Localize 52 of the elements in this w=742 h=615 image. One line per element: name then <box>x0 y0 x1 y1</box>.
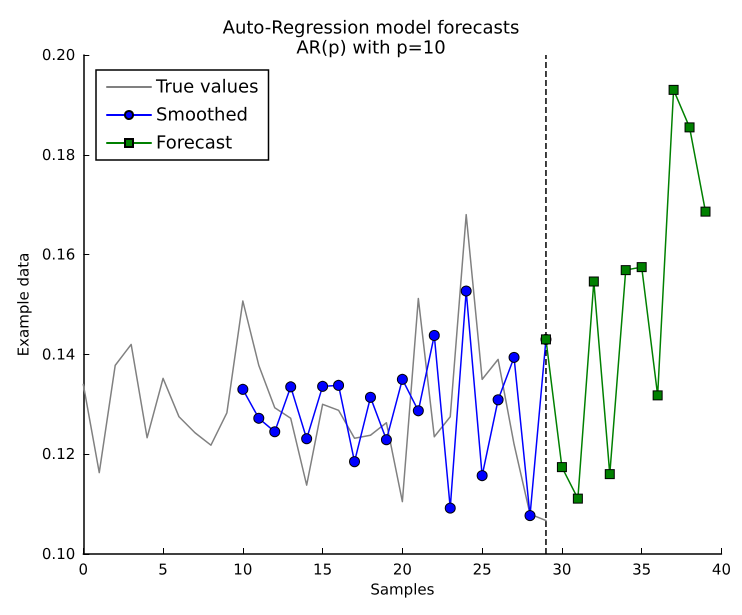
legend-label: True values <box>155 76 258 98</box>
point <box>237 384 248 395</box>
point <box>588 276 599 287</box>
x-tick-label: 0 <box>78 560 88 578</box>
y-tick-label: 0.10 <box>42 545 76 563</box>
point <box>636 262 647 272</box>
point <box>349 456 360 468</box>
point <box>620 265 631 276</box>
point <box>444 502 456 514</box>
point <box>364 392 376 403</box>
point <box>253 412 264 424</box>
point <box>428 330 440 341</box>
legend-label: Forecast <box>156 132 232 154</box>
x-tick-label: 5 <box>158 560 168 578</box>
chart-title: Auto-Regression model forecasts <box>222 18 520 38</box>
point <box>668 84 679 95</box>
point <box>412 405 424 416</box>
point <box>380 434 392 446</box>
x-tick-label: 20 <box>392 560 412 578</box>
point <box>524 510 536 522</box>
x-tick-label: 15 <box>313 560 332 578</box>
x-tick-label: 25 <box>472 560 492 578</box>
point <box>556 462 567 472</box>
point <box>476 470 488 482</box>
point <box>700 206 711 217</box>
point <box>684 122 695 132</box>
y-tick-label: 0.18 <box>42 146 76 164</box>
y-tick-label: 0.14 <box>42 345 76 364</box>
x-tick-label: 40 <box>712 560 732 578</box>
x-tick-label: 35 <box>632 560 652 578</box>
y-axis-title: Example data <box>14 252 32 356</box>
chart-subtitle: AR(p) with p=10 <box>296 38 446 58</box>
y-tick-label: 0.16 <box>42 246 76 264</box>
y-tick-label: 0.12 <box>42 445 76 464</box>
point <box>269 426 280 438</box>
point <box>285 381 296 392</box>
x-axis-title: Samples <box>370 580 435 598</box>
point <box>652 390 663 400</box>
y-tick-label: 0.20 <box>42 46 76 64</box>
point <box>460 286 472 297</box>
point <box>492 394 504 406</box>
line-series <box>82 214 547 522</box>
point <box>572 494 583 504</box>
x-tick-label: 10 <box>233 560 252 578</box>
point <box>508 352 520 363</box>
point <box>301 433 312 444</box>
point <box>604 469 615 480</box>
point <box>333 380 344 391</box>
legend-label: Smoothed <box>156 104 248 126</box>
point <box>317 380 328 392</box>
x-tick-label: 30 <box>552 560 572 578</box>
point <box>396 374 408 385</box>
